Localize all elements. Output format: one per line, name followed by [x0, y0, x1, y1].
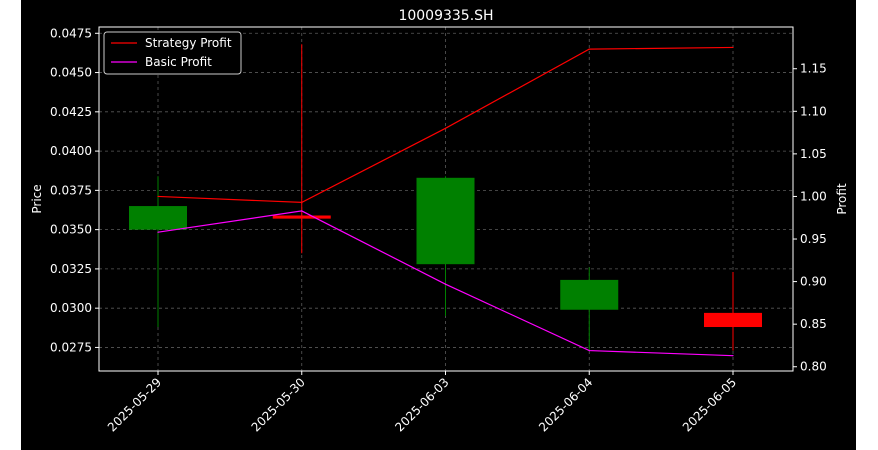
x-tick-label-3: 2025-06-04 — [536, 375, 595, 434]
left-tick-label-7: 0.0450 — [50, 66, 92, 80]
profit-point-0-4 — [732, 46, 734, 49]
x-tick-label-2: 2025-06-03 — [392, 375, 451, 434]
candle-body-0 — [129, 206, 187, 230]
right-tick-label-2: 0.90 — [800, 275, 827, 289]
profit-point-1-1 — [301, 210, 303, 212]
y-axis-label-right: Profit — [835, 183, 849, 215]
left-tick-label-8: 0.0475 — [50, 26, 92, 40]
profit-point-0-2 — [444, 127, 447, 129]
right-tick-label-7: 1.15 — [800, 62, 827, 76]
candle-body-4 — [704, 312, 762, 328]
left-tick-label-0: 0.0275 — [50, 340, 92, 354]
candle-body-3 — [560, 279, 619, 310]
y-axis-label-left: Price — [30, 184, 44, 213]
x-tick-label-1: 2025-05-30 — [249, 375, 308, 434]
legend-label-strategy-profit: Strategy Profit — [145, 36, 232, 50]
right-tick-label-5: 1.05 — [800, 147, 827, 161]
left-tick-label-3: 0.0350 — [50, 223, 92, 237]
candle-body-1 — [272, 215, 331, 219]
x-axis: 2025-05-29 2025-05-30 2025-06-03 2025-06-04… — [105, 371, 739, 434]
profit-point-0-3 — [588, 48, 590, 50]
profit-lines — [157, 46, 734, 357]
left-axis: 0.0275 0.0300 0.0325 0.0350 0.0375 0.0400 0.04… — [50, 26, 99, 354]
legend-box — [103, 31, 242, 75]
x-tick-label-0: 2025-05-29 — [105, 375, 164, 434]
right-tick-label-1: 0.85 — [800, 317, 827, 331]
candles — [129, 44, 762, 351]
profit-point-1-0 — [157, 231, 159, 233]
profit-point-1-4 — [732, 355, 734, 357]
candle-body-2 — [416, 177, 475, 265]
legend-label-basic-profit: Basic Profit — [145, 55, 212, 69]
left-tick-label-2: 0.0325 — [50, 262, 92, 276]
x-tick-label-4: 2025-06-05 — [680, 375, 739, 434]
left-tick-label-4: 0.0375 — [50, 183, 92, 197]
profit-point-0-1 — [301, 201, 303, 204]
chart-title: 10009335.SH — [398, 8, 493, 24]
left-tick-label-1: 0.0300 — [50, 301, 92, 315]
left-tick-label-5: 0.0400 — [50, 144, 92, 158]
right-tick-label-3: 0.95 — [800, 232, 827, 246]
left-tick-label-6: 0.0425 — [50, 105, 92, 119]
legend: Strategy Profit Basic Profit — [103, 31, 242, 75]
profit-point-0-0 — [157, 195, 159, 198]
right-tick-label-6: 1.10 — [800, 104, 827, 118]
profit-point-1-3 — [588, 349, 590, 352]
right-tick-label-0: 0.80 — [800, 360, 827, 374]
right-tick-label-4: 1.00 — [800, 189, 827, 203]
profit-point-1-2 — [444, 283, 447, 285]
right-axis: 0.80 0.85 0.90 0.95 1.00 1.05 1.10 1.15 — [793, 62, 827, 374]
